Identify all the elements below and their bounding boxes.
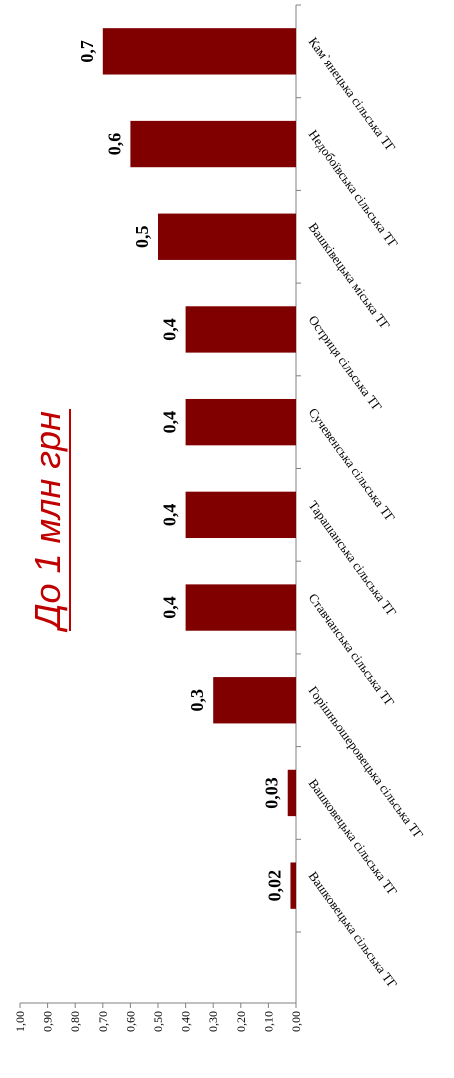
value-tick-label: 0,20 xyxy=(234,1011,248,1032)
data-label: 0,4 xyxy=(160,318,180,341)
bars xyxy=(102,28,296,909)
bar xyxy=(130,120,296,168)
bar xyxy=(102,28,296,75)
data-label: 0,6 xyxy=(104,133,124,156)
value-tick-label: 0,60 xyxy=(123,1011,137,1032)
value-tick-label: 0,10 xyxy=(261,1011,275,1032)
data-label: 0,4 xyxy=(160,504,180,527)
value-tick-label: 0,00 xyxy=(289,1011,303,1032)
category-label: Горішньошеровецька сільська ТГ xyxy=(306,683,427,842)
bar xyxy=(287,769,296,817)
bar xyxy=(185,584,296,631)
category-label: Остриця сільська ТГ xyxy=(306,312,386,414)
data-label: 0,4 xyxy=(160,596,180,619)
data-label: 0,7 xyxy=(77,40,97,63)
value-tick-label: 0,80 xyxy=(68,1011,82,1032)
data-labels: 0,02 0,03 0,3 0,4 0,4 0,4 0,4 0,5 0,6 0,7 xyxy=(77,40,285,901)
chart-title: До 1 млн грн xyxy=(27,411,68,633)
bar xyxy=(213,677,296,724)
value-tick-label: 0,70 xyxy=(96,1011,110,1032)
data-label: 0,3 xyxy=(187,689,207,712)
value-tick-label: 1,00 xyxy=(13,1011,27,1032)
bar xyxy=(158,213,296,260)
data-label: 0,5 xyxy=(132,226,152,249)
bar xyxy=(290,862,296,909)
chart-title-group: До 1 млн грн xyxy=(27,409,71,633)
value-tick-label: 0,50 xyxy=(151,1011,165,1032)
data-label: 0,02 xyxy=(264,870,284,902)
value-tick-label: 0,30 xyxy=(206,1011,220,1032)
data-label: 0,03 xyxy=(262,777,282,809)
bar xyxy=(185,398,296,446)
value-tick-label: 0,40 xyxy=(179,1011,193,1032)
bar xyxy=(185,491,296,539)
bar xyxy=(185,306,296,353)
value-axis: 0,00 0,10 0,20 0,30 0,40 0,50 0,60 0,70 0,80 0,90… xyxy=(13,4,303,1032)
data-label: 0,4 xyxy=(160,411,180,434)
value-tick-label: 0,90 xyxy=(41,1011,55,1032)
